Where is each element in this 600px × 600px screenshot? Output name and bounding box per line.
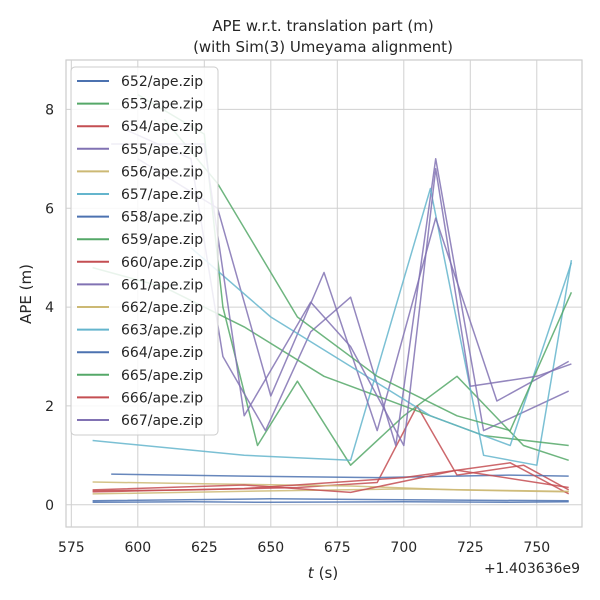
x-axis-offset: +1.403636e9 bbox=[484, 561, 580, 577]
legend-label: 654/ape.zip bbox=[121, 119, 203, 135]
y-tick-label: 0 bbox=[45, 498, 54, 514]
legend-label: 666/ape.zip bbox=[121, 390, 203, 406]
legend-label: 656/ape.zip bbox=[121, 164, 203, 180]
series-line-657 bbox=[92, 187, 573, 466]
x-tick-label: 700 bbox=[390, 540, 417, 556]
legend-label: 660/ape.zip bbox=[121, 255, 203, 271]
y-axis-label: APE (m) bbox=[17, 264, 35, 324]
series-line-660 bbox=[92, 462, 570, 495]
x-axis-label: t (s) bbox=[308, 564, 338, 582]
y-tick-label: 2 bbox=[45, 399, 54, 415]
x-tick-label: 750 bbox=[523, 540, 550, 556]
series-line-661 bbox=[137, 158, 570, 432]
legend-label: 652/ape.zip bbox=[121, 74, 203, 90]
x-axis-label-var: t bbox=[308, 564, 315, 582]
x-tick-label: 725 bbox=[457, 540, 484, 556]
legend: 652/ape.zip 653/ape.zip 654/ape.zip 655/ape… bbox=[70, 66, 219, 436]
x-tick-label: 575 bbox=[58, 540, 85, 556]
x-tick-label: 650 bbox=[257, 540, 284, 556]
legend-label: 665/ape.zip bbox=[121, 368, 203, 384]
x-tick-label: 600 bbox=[124, 540, 151, 556]
series-line-658 bbox=[111, 473, 569, 479]
legend-box bbox=[70, 66, 219, 436]
series-line-667 bbox=[111, 143, 572, 447]
x-tick-label: 675 bbox=[324, 540, 351, 556]
x-axis-label-unit: (s) bbox=[319, 564, 339, 582]
chart-title: APE w.r.t. translation part (m) bbox=[212, 17, 433, 35]
legend-label: 657/ape.zip bbox=[121, 187, 203, 203]
x-tick-label: 625 bbox=[191, 540, 218, 556]
series-line-663 bbox=[190, 247, 573, 447]
legend-label: 662/ape.zip bbox=[121, 300, 203, 316]
legend-label: 667/ape.zip bbox=[121, 413, 203, 429]
y-tick-label: 4 bbox=[45, 300, 54, 316]
series-line-664 bbox=[92, 498, 569, 502]
legend-label: 658/ape.zip bbox=[121, 210, 203, 226]
legend-label: 655/ape.zip bbox=[121, 142, 203, 158]
y-tick-label: 6 bbox=[45, 201, 54, 217]
legend-label: 664/ape.zip bbox=[121, 345, 203, 361]
y-tick-label: 8 bbox=[45, 102, 54, 118]
legend-label: 653/ape.zip bbox=[121, 97, 203, 113]
tick-labels: 575 600 625 650 675 700 725 750 0 2 4 6 8 bbox=[45, 102, 550, 556]
series-line-666 bbox=[92, 469, 569, 494]
series-line-662 bbox=[92, 488, 569, 495]
chart-subtitle: (with Sim(3) Umeyama alignment) bbox=[193, 38, 453, 56]
legend-label: 661/ape.zip bbox=[121, 277, 203, 293]
legend-label: 659/ape.zip bbox=[121, 232, 203, 248]
legend-label: 663/ape.zip bbox=[121, 323, 203, 339]
series-line-652 bbox=[92, 501, 569, 504]
